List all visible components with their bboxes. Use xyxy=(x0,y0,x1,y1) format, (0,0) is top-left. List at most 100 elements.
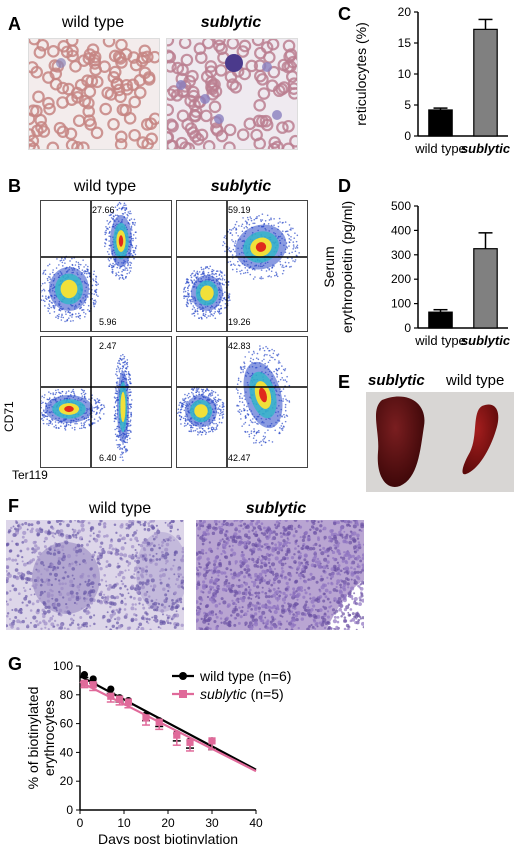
flow-plot-wildtype-top xyxy=(40,200,172,332)
flow-event-dot xyxy=(112,262,114,265)
flow-event-dot xyxy=(88,398,90,400)
flow-event-dot xyxy=(71,427,74,429)
flow-event-dot xyxy=(216,404,218,406)
histology-nucleus xyxy=(260,559,263,563)
flow-event-dot xyxy=(288,401,291,403)
flow-event-dot xyxy=(183,401,185,404)
histology-nucleus xyxy=(57,543,61,547)
flow-event-dot xyxy=(231,268,234,271)
flow-event-dot xyxy=(80,422,83,424)
histology-nucleus xyxy=(361,616,364,620)
histology-nucleus xyxy=(218,520,221,523)
flow-event-dot xyxy=(199,431,202,433)
histology-nucleus xyxy=(171,599,174,602)
flow-event-dot xyxy=(277,362,280,364)
flow-event-dot xyxy=(266,214,269,217)
histology-nucleus xyxy=(55,520,60,524)
flow-event-dot xyxy=(43,409,45,411)
histology-nucleus xyxy=(35,619,39,623)
histology-nucleus xyxy=(349,520,353,524)
histology-nucleus xyxy=(22,530,27,535)
histology-nucleus xyxy=(201,538,206,543)
histology-nucleus xyxy=(273,576,278,581)
flow-event-dot xyxy=(121,276,124,279)
flow-event-dot xyxy=(201,393,204,396)
histology-nucleus xyxy=(336,620,340,624)
flow-event-dot xyxy=(71,313,74,316)
flow-event-dot xyxy=(187,296,190,298)
histology-nucleus xyxy=(159,627,162,630)
flow-event-dot xyxy=(41,291,42,293)
flow-event-dot xyxy=(291,257,293,260)
flow-event-dot xyxy=(241,223,244,226)
flow-event-dot xyxy=(95,301,97,303)
histology-nucleus xyxy=(108,543,113,548)
histology-nucleus xyxy=(173,625,177,629)
panel-f-wildtype-title: wild type xyxy=(88,500,152,517)
histology-nucleus xyxy=(131,533,135,537)
histology-nucleus xyxy=(160,603,164,607)
flow-event-dot xyxy=(52,393,55,396)
histology-nucleus xyxy=(102,614,106,619)
histology-nucleus xyxy=(168,577,171,580)
histology-nucleus xyxy=(91,589,96,594)
flow-event-dot xyxy=(292,244,295,246)
histology-nucleus xyxy=(302,564,305,568)
histology-nucleus xyxy=(340,579,343,582)
flow-event-dot xyxy=(122,443,124,445)
flow-event-dot xyxy=(196,272,199,275)
histology-nucleus xyxy=(71,567,76,571)
flow-event-dot xyxy=(285,380,288,383)
flow-event-dot xyxy=(250,430,253,432)
flow-event-dot xyxy=(284,261,287,264)
flow-event-dot xyxy=(191,308,194,311)
flow-event-dot xyxy=(234,264,236,266)
red-blood-cell xyxy=(107,117,120,131)
flow-event-dot xyxy=(277,353,280,355)
histology-nucleus xyxy=(209,588,213,591)
flow-event-dot xyxy=(48,295,50,298)
flow-event-dot xyxy=(121,451,123,454)
flow-event-dot xyxy=(182,291,185,293)
flow-event-dot xyxy=(275,274,278,276)
histology-nucleus xyxy=(103,573,107,577)
flow-event-dot xyxy=(214,428,216,431)
histology-nucleus xyxy=(138,602,141,605)
histology-nucleus xyxy=(134,536,139,541)
flow-event-dot xyxy=(95,412,98,415)
histology-nucleus xyxy=(253,607,258,611)
flow-event-dot xyxy=(100,404,102,407)
flow-event-dot xyxy=(93,270,95,273)
histology-nucleus xyxy=(161,613,164,616)
histology-nucleus xyxy=(160,609,165,613)
histology-nucleus xyxy=(241,606,244,609)
histology-nucleus xyxy=(80,543,84,547)
histology-nucleus xyxy=(154,618,158,622)
histology-nucleus xyxy=(317,520,320,524)
flow-event-dot xyxy=(41,284,42,287)
histology-nucleus xyxy=(134,548,137,551)
flow-event-dot xyxy=(286,415,289,417)
histology-nucleus xyxy=(83,608,87,613)
flow-event-dot xyxy=(205,316,208,319)
histology-nucleus xyxy=(85,611,90,615)
histology-nucleus xyxy=(332,588,337,592)
flow-event-dot xyxy=(257,358,260,361)
flow-event-dot xyxy=(202,312,205,315)
red-blood-cell xyxy=(201,39,215,50)
flow-event-dot xyxy=(130,252,133,255)
flow-event-dot xyxy=(290,227,292,229)
histology-nucleus xyxy=(292,587,296,591)
flow-event-dot xyxy=(128,373,131,376)
red-blood-cell xyxy=(112,83,126,97)
flow-event-dot xyxy=(41,295,44,297)
flow-event-dot xyxy=(284,409,287,412)
flow-event-dot xyxy=(132,234,135,236)
flow-event-dot xyxy=(80,306,83,309)
flow-event-dot xyxy=(97,295,99,298)
flow-event-dot xyxy=(131,246,134,249)
flow-event-dot xyxy=(100,408,102,411)
flow-event-dot xyxy=(97,283,99,286)
histology-nucleus xyxy=(168,536,172,540)
flow-event-dot xyxy=(240,371,242,374)
